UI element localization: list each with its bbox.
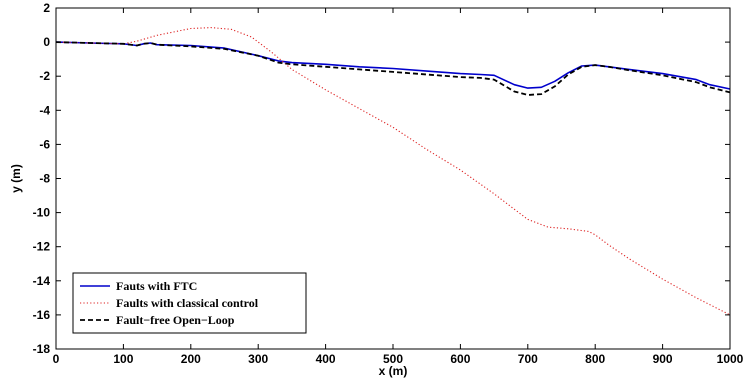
series-line-1 — [55, 41, 731, 90]
x-tick-label: 0 — [53, 352, 60, 366]
y-tick-label: -18 — [33, 342, 51, 356]
y-tick-label: -4 — [39, 103, 50, 117]
y-tick-label: 0 — [43, 35, 50, 49]
ticks-layer: 0 100 200 300 400 500 600 700 800 900 1000 2 0 -2 -4 -6… — [33, 1, 743, 366]
x-tick-label: 300 — [248, 352, 268, 366]
y-tick-label: -8 — [39, 172, 50, 186]
series-layer — [55, 27, 731, 316]
x-tick-label: 1000 — [717, 352, 743, 366]
y-tick-label: -12 — [33, 240, 51, 254]
x-tick-label: 500 — [383, 352, 403, 366]
y-tick-label: -10 — [33, 206, 51, 220]
y-tick-label: -14 — [33, 274, 51, 288]
legend-entry-2: Faults with classical control — [116, 296, 259, 310]
y-tick-label: -6 — [39, 137, 50, 151]
x-axis-label: x (m) — [379, 364, 408, 378]
x-tick-label: 100 — [113, 352, 133, 366]
x-tick-label: 700 — [518, 352, 538, 366]
y-tick-label: -16 — [33, 308, 51, 322]
legend-entry-1: Fauts with FTC — [116, 279, 197, 293]
x-tick-label: 600 — [450, 352, 470, 366]
y-axis-label: y (m) — [9, 164, 23, 193]
x-tick-label: 800 — [585, 352, 605, 366]
x-tick-label: 400 — [316, 352, 336, 366]
y-tick-label: -2 — [39, 69, 50, 83]
y-tick-label: 2 — [43, 1, 50, 15]
x-tick-label: 200 — [181, 352, 201, 366]
legend-entry-3: Fault−free Open−Loop — [116, 313, 235, 327]
x-tick-label: 900 — [653, 352, 673, 366]
legend-box — [72, 272, 307, 334]
legend: Fauts with FTC Faults with classical cont… — [72, 272, 307, 334]
series-line-2 — [55, 27, 731, 316]
